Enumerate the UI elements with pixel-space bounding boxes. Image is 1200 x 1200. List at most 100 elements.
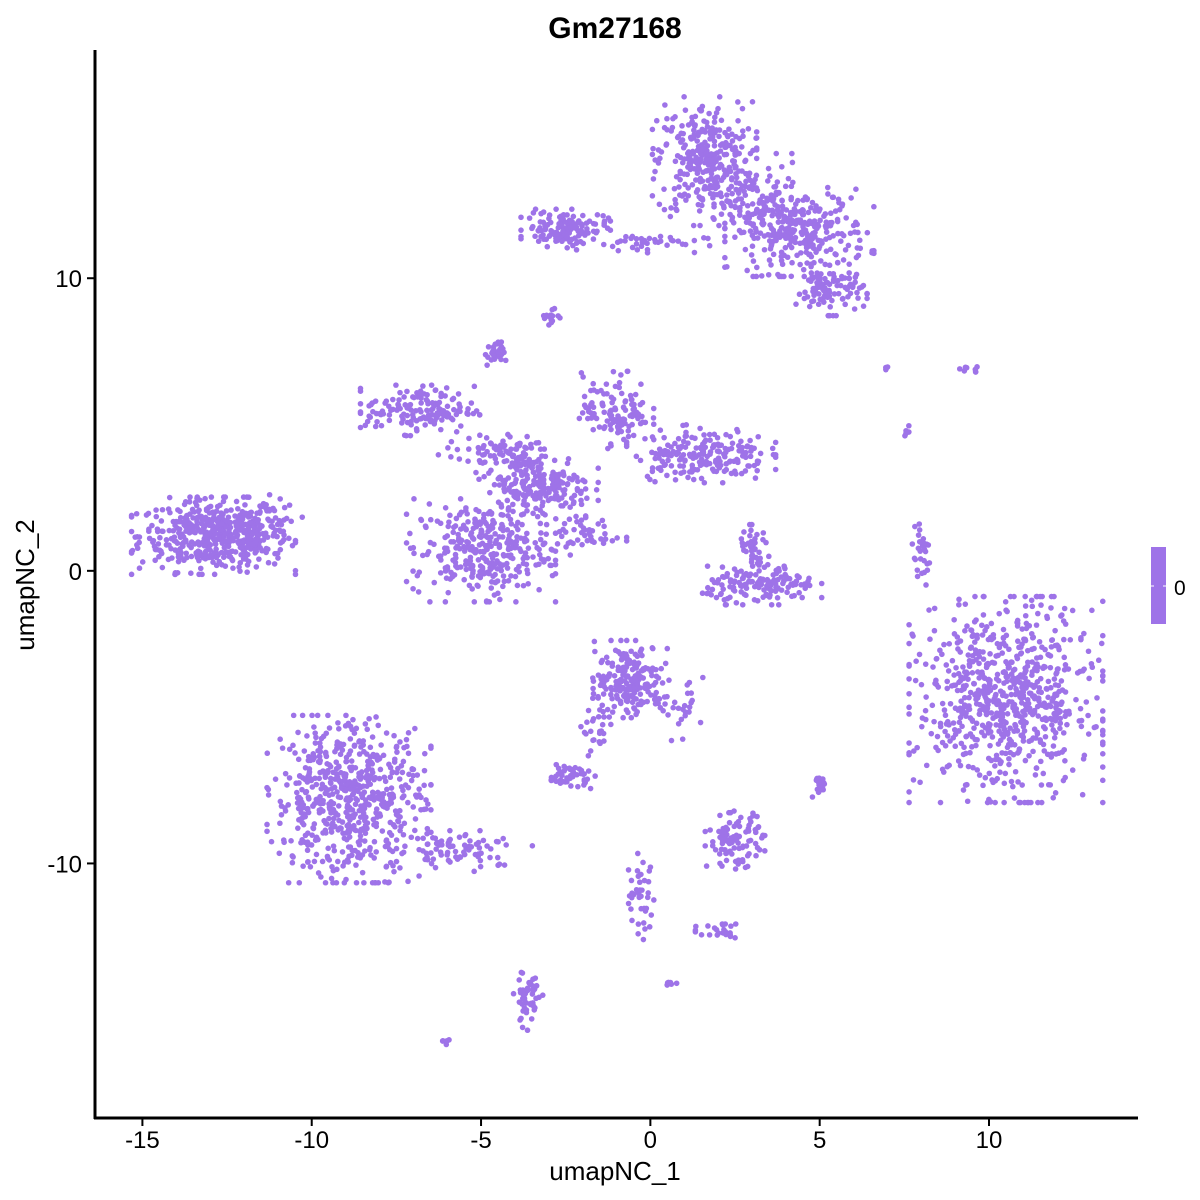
- cell-point: [476, 542, 483, 548]
- cell-point: [731, 566, 738, 572]
- cell-point: [822, 285, 828, 291]
- cell-point: [675, 238, 682, 244]
- cell-point: [438, 852, 445, 858]
- cell-point: [718, 177, 725, 184]
- cell-point: [290, 712, 297, 719]
- cell-point: [758, 273, 765, 279]
- cell-point: [1019, 732, 1026, 738]
- cell-point: [855, 295, 861, 301]
- cell-point: [633, 453, 640, 460]
- cell-point: [468, 400, 475, 406]
- cell-point: [1033, 622, 1040, 628]
- cell-point: [748, 819, 754, 825]
- cell-point: [294, 789, 300, 796]
- cell-point: [582, 514, 589, 521]
- cell-point: [397, 739, 403, 745]
- cell-point: [332, 748, 338, 755]
- cell-point: [964, 798, 971, 805]
- cell-point: [493, 838, 500, 845]
- cell-point: [510, 508, 516, 515]
- cell-point: [649, 193, 656, 199]
- cell-point: [716, 94, 723, 100]
- cell-point: [317, 757, 323, 764]
- cell-point: [996, 610, 1003, 617]
- cell-point: [672, 200, 679, 207]
- cell-point: [576, 415, 583, 422]
- cell-point: [665, 979, 672, 986]
- cell-point: [689, 697, 695, 704]
- cell-point: [560, 487, 566, 494]
- cell-point: [1031, 709, 1038, 716]
- cell-point: [743, 585, 750, 592]
- cell-point: [792, 201, 799, 207]
- cell-point: [433, 413, 440, 420]
- cell-point: [753, 129, 760, 135]
- cell-point: [210, 522, 216, 529]
- cell-point: [801, 273, 808, 280]
- cell-point: [367, 775, 374, 781]
- cell-point: [471, 383, 478, 390]
- cell-point: [1014, 638, 1021, 644]
- cell-point: [1062, 689, 1069, 695]
- cell-point: [420, 383, 426, 389]
- cell-point: [619, 654, 626, 661]
- cell-point: [756, 847, 763, 853]
- cell-point: [912, 523, 918, 530]
- cell-point: [746, 850, 752, 857]
- cell-point: [602, 530, 608, 537]
- cell-point: [802, 237, 809, 244]
- cell-point: [565, 456, 572, 462]
- cell-point: [405, 878, 411, 885]
- cell-point: [356, 739, 362, 745]
- cell-point: [263, 549, 269, 556]
- cell-point: [484, 362, 490, 368]
- cell-point: [393, 837, 400, 843]
- cell-point: [403, 432, 410, 439]
- cell-point: [691, 237, 698, 244]
- cell-point: [743, 219, 750, 226]
- cell-point: [525, 491, 531, 497]
- cell-point: [1003, 673, 1010, 680]
- cell-point: [1000, 640, 1007, 647]
- cell-point: [765, 271, 772, 278]
- cell-point: [343, 712, 349, 719]
- cell-point: [742, 157, 749, 164]
- cell-point: [1054, 666, 1061, 673]
- cell-point: [1050, 743, 1057, 749]
- cell-point: [304, 805, 311, 812]
- cell-point: [592, 648, 598, 655]
- cell-point: [455, 391, 462, 397]
- cell-point: [1061, 667, 1068, 673]
- cell-point: [637, 691, 644, 697]
- cell-point: [711, 579, 718, 586]
- cell-point: [677, 463, 683, 469]
- cell-point: [521, 996, 528, 1003]
- cell-point: [276, 850, 283, 857]
- cell-point: [578, 501, 585, 508]
- cell-point: [621, 404, 627, 411]
- cell-point: [742, 864, 749, 871]
- cell-point: [555, 496, 562, 503]
- cell-point: [609, 709, 616, 715]
- cell-point: [748, 448, 754, 454]
- cell-point: [401, 394, 407, 400]
- cell-point: [353, 879, 360, 886]
- cell-point: [731, 823, 738, 830]
- cell-point: [464, 511, 470, 517]
- cell-point: [362, 774, 369, 781]
- cell-point: [1061, 746, 1068, 753]
- cell-point: [681, 171, 687, 177]
- cell-point: [615, 247, 622, 254]
- cell-point: [698, 445, 705, 452]
- x-tick-label: -10: [294, 1127, 329, 1154]
- cell-point: [884, 364, 891, 370]
- cell-point: [984, 699, 990, 705]
- cell-point: [480, 837, 487, 844]
- cell-point: [265, 786, 272, 793]
- cell-point: [718, 117, 725, 124]
- cell-point: [753, 135, 759, 141]
- cell-point: [153, 507, 159, 513]
- cell-point: [629, 401, 635, 408]
- cell-point: [498, 356, 504, 363]
- cell-point: [756, 568, 762, 574]
